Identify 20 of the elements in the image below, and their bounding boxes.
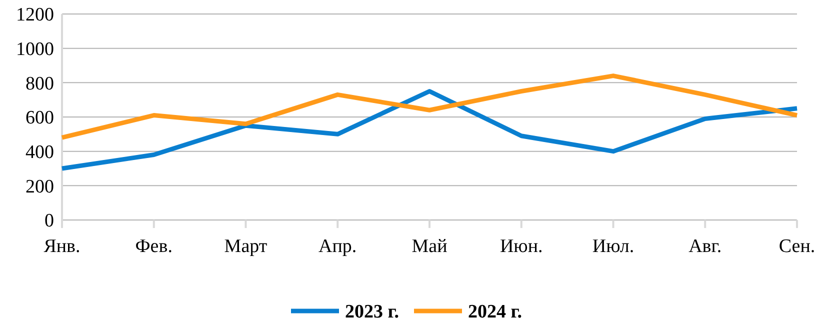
x-tick-label: Апр. (318, 236, 357, 257)
x-tick-label: Июл. (592, 236, 634, 257)
y-tick-label: 0 (44, 210, 54, 232)
x-tick-label: Авг. (688, 236, 722, 257)
y-tick-label: 1200 (16, 4, 54, 26)
x-tick-label: Июн. (500, 236, 543, 257)
y-tick-label: 200 (26, 176, 54, 198)
line-series (60, 74, 800, 140)
legend-label: 2024 г. (468, 302, 522, 323)
x-tick-label: Янв. (44, 236, 80, 257)
x-tick-label: Март (224, 236, 268, 257)
y-tick-label: 600 (26, 108, 54, 129)
line-series (60, 89, 800, 171)
x-tick-label: Май (412, 236, 448, 257)
y-tick-label: 800 (26, 73, 54, 94)
y-tick-label: 1000 (16, 38, 54, 60)
y-tick-label: 400 (26, 142, 54, 163)
legend-label: 2023 г. (345, 302, 399, 323)
x-tick-label: Фев. (135, 236, 172, 257)
x-tick-label: Сен. (778, 236, 816, 257)
